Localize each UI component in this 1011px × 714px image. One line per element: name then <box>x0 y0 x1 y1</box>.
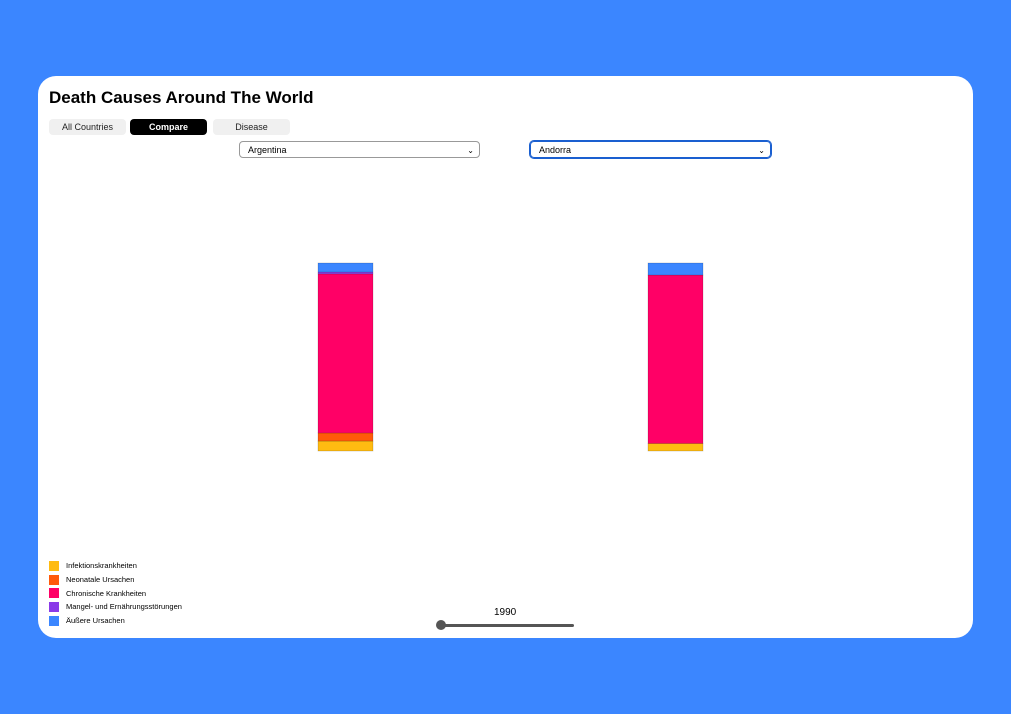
legend-item: Äußere Ursachen <box>49 614 182 628</box>
page-title: Death Causes Around The World <box>49 88 314 107</box>
legend-label: Äußere Ursachen <box>66 616 125 626</box>
country-select-right-value: Andorra <box>539 145 572 155</box>
country-select-right[interactable]: Andorra ⌄ <box>530 141 771 158</box>
bar-segment-argentina <box>317 440 374 452</box>
bar-segment-argentina <box>317 262 374 273</box>
legend-swatch <box>49 588 59 599</box>
legend-label: Mangel- und Ernährungsstörungen <box>66 602 182 612</box>
tab-disease[interactable]: Disease <box>213 119 290 135</box>
year-label: 1990 <box>494 607 517 618</box>
bar-segment-argentina <box>317 273 374 434</box>
country-select-left[interactable]: Argentina ⌄ <box>239 141 480 158</box>
legend-item: Neonatale Ursachen <box>49 573 182 587</box>
stacked-bar-chart <box>317 262 704 452</box>
country-select-left-value: Argentina <box>248 145 287 155</box>
chevron-down-icon: ⌄ <box>467 146 474 155</box>
chevron-down-icon: ⌄ <box>758 146 765 155</box>
legend-label: Neonatale Ursachen <box>66 575 135 585</box>
tab-all-countries[interactable]: All Countries <box>49 119 126 135</box>
legend-item: Infektionskrankheiten <box>49 559 182 573</box>
bar-segment-andorra <box>647 443 704 452</box>
slider-track[interactable] <box>440 624 574 627</box>
bar-segment-andorra <box>647 262 704 276</box>
legend-label: Chronische Krankheiten <box>66 588 147 598</box>
bar-segment-argentina <box>317 432 374 442</box>
legend-swatch <box>49 601 59 612</box>
bar-segment-andorra <box>647 274 704 444</box>
tab-compare[interactable]: Compare <box>130 119 207 135</box>
legend-item: Mangel- und Ernährungsstörungen <box>49 600 182 614</box>
legend-swatch <box>49 615 59 626</box>
slider-thumb[interactable] <box>436 620 446 630</box>
legend-swatch <box>49 574 59 585</box>
main-card: Death Causes Around The World All Countr… <box>38 76 973 638</box>
legend-swatch <box>49 560 59 571</box>
legend: Infektionskrankheiten Neonatale Ursachen C… <box>49 559 182 627</box>
legend-label: Infektionskrankheiten <box>66 561 137 571</box>
year-slider[interactable] <box>436 620 576 630</box>
legend-item: Chronische Krankheiten <box>49 586 182 600</box>
